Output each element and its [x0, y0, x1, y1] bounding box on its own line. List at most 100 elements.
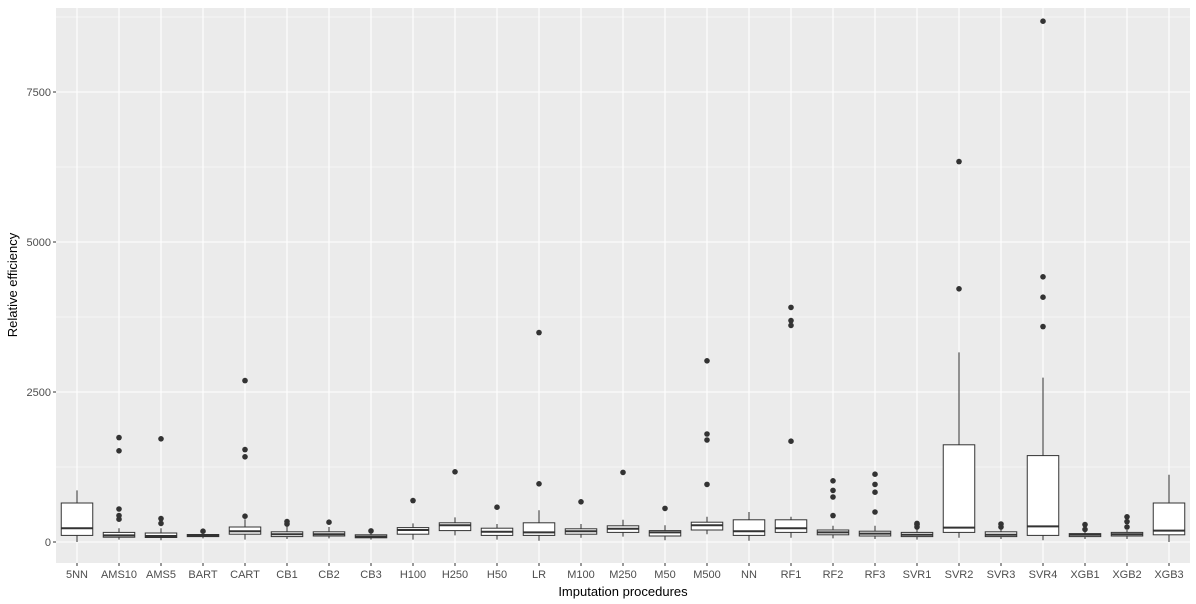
outlier-point	[704, 358, 710, 364]
outlier-point	[872, 509, 878, 515]
outlier-point	[1082, 521, 1088, 528]
x-tick-label: XGB1	[1070, 569, 1099, 581]
x-tick-label: AMS5	[146, 569, 176, 581]
box-group-rf1	[774, 304, 808, 538]
x-tick-label: XGB3	[1154, 569, 1183, 581]
y-tick-label: 5000	[27, 237, 51, 249]
outlier-point	[830, 494, 836, 500]
outlier-point	[368, 528, 374, 534]
x-tick-label: RF2	[823, 569, 844, 581]
y-axis: 0 2500 5000 7500	[27, 87, 56, 549]
outlier-point	[620, 469, 626, 476]
box-group-xgb1	[1068, 521, 1102, 539]
box-group-m100	[564, 499, 598, 538]
box-group-ams5	[144, 436, 178, 541]
x-tick-label: M100	[567, 569, 595, 581]
box-group-h50	[480, 504, 514, 540]
x-tick-label: RF3	[865, 569, 886, 581]
x-tick-label: AMS10	[101, 569, 137, 581]
box	[1026, 455, 1060, 536]
outlier-point	[872, 481, 878, 488]
x-tick-label: CB2	[318, 569, 339, 581]
outlier-point	[1040, 294, 1046, 301]
y-tick-label: 0	[45, 537, 51, 549]
box-group-m250	[606, 469, 640, 537]
outlier-point	[872, 489, 878, 496]
outlier-point	[998, 521, 1004, 527]
box-group-xgb2	[1110, 514, 1144, 539]
y-tick-label: 7500	[27, 87, 51, 99]
box-group-cart	[228, 377, 262, 540]
box-group-ams10	[102, 434, 136, 540]
outlier-point	[704, 481, 710, 488]
outlier-point	[284, 518, 290, 525]
outlier-point	[956, 286, 962, 292]
x-tick-label: BART	[188, 569, 217, 581]
x-tick-label: H250	[442, 569, 468, 581]
outlier-point	[242, 454, 248, 460]
x-tick-label: SVR2	[945, 569, 974, 581]
outlier-point	[788, 304, 794, 311]
boxes	[60, 18, 1186, 542]
y-tick-label: 2500	[27, 387, 51, 399]
x-axis: 5NN AMS10 AMS5 BART CART CB1 CB2 CB3 H100 H250 H50…	[66, 563, 1184, 581]
outlier-point	[158, 520, 164, 527]
outlier-point	[788, 322, 794, 329]
x-tick-label: CB1	[276, 569, 297, 581]
x-tick-label: SVR3	[987, 569, 1016, 581]
outlier-point	[914, 520, 920, 527]
outlier-point	[242, 513, 248, 519]
outlier-point	[704, 431, 710, 437]
outlier-point	[494, 504, 500, 511]
x-tick-label: CB3	[360, 569, 381, 581]
box-group-cb2	[312, 519, 346, 539]
outlier-point	[872, 471, 878, 478]
box-group-h100	[396, 497, 430, 540]
outlier-point	[116, 506, 122, 512]
outlier-point	[1040, 323, 1046, 330]
outlier-point	[242, 446, 248, 453]
box-group-svr1	[900, 520, 934, 540]
box-group-svr4	[1026, 18, 1060, 541]
box-group-xgb3	[1152, 474, 1186, 542]
x-tick-label: H50	[487, 569, 507, 581]
box	[774, 519, 808, 533]
x-tick-label: SVR4	[1029, 569, 1058, 581]
outlier-point	[1124, 524, 1130, 530]
outlier-point	[116, 448, 122, 454]
box-group-m500	[690, 358, 724, 535]
box	[438, 522, 472, 532]
outlier-point	[200, 528, 206, 534]
x-tick-label: H100	[400, 569, 426, 581]
x-tick-label: LR	[532, 569, 546, 581]
box-group-h250	[438, 469, 472, 536]
x-tick-label: XGB2	[1112, 569, 1141, 581]
x-tick-label: NN	[741, 569, 757, 581]
outlier-point	[410, 497, 416, 504]
box	[60, 502, 94, 536]
box-group-svr3	[984, 521, 1018, 539]
outlier-point	[1082, 526, 1088, 533]
outlier-point	[788, 438, 794, 445]
outlier-point	[326, 519, 332, 525]
outlier-point	[830, 478, 836, 484]
outlier-point	[452, 469, 458, 475]
x-tick-label: M50	[654, 569, 675, 581]
outlier-point	[1040, 274, 1046, 280]
box-group-nn	[732, 512, 766, 541]
outlier-point	[956, 158, 962, 165]
x-tick-label: M250	[609, 569, 637, 581]
outlier-point	[158, 515, 164, 522]
outlier-point	[1124, 514, 1130, 520]
box-group-svr2	[942, 158, 976, 538]
y-axis-title: Relative efficiency	[5, 232, 20, 337]
outlier-point	[662, 505, 668, 512]
outlier-point	[116, 434, 122, 441]
outlier-point	[830, 512, 836, 519]
x-tick-label: CART	[230, 569, 260, 581]
x-axis-title: Imputation procedures	[558, 584, 688, 599]
outlier-point	[242, 377, 248, 384]
box-group-m50	[648, 505, 682, 541]
box	[942, 444, 976, 533]
